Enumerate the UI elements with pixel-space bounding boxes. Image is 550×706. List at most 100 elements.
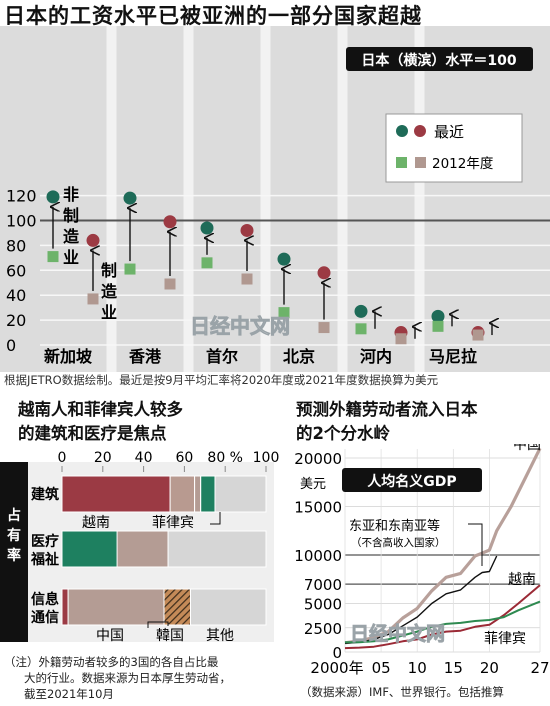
nonmfg-recent-dot <box>123 191 137 205</box>
group-separator <box>337 26 348 372</box>
category-label: 马尼拉 <box>429 347 477 366</box>
industry-x-tick: 0 <box>58 450 67 466</box>
gdp-unit-label: 美元 <box>300 477 326 492</box>
industry-x-tick: 40 <box>135 450 153 466</box>
industry-bar-segment <box>194 475 202 513</box>
reference-badge <box>346 47 533 71</box>
industry-x-tick: 60 <box>175 450 193 466</box>
group-leader-line <box>468 523 483 566</box>
y-tick-label: 80 <box>6 236 26 255</box>
category-label: 首尔 <box>206 347 238 366</box>
industry-bar-segment <box>61 588 69 626</box>
gdp-watermark: 日经中文网 <box>350 622 445 645</box>
group-separator <box>260 26 271 372</box>
group-separator <box>414 26 425 372</box>
industry-chart-title: 越南人和菲律宾人较多 的建筑和医疗是焦点 <box>18 398 183 446</box>
gdp-series-line <box>345 600 541 644</box>
legend-recent-mfg-dot <box>414 125 426 137</box>
industry-x-tick: 80 % <box>207 450 243 466</box>
industry-title-line2: 的建筑和医疗是焦点 <box>18 424 167 443</box>
group-sublabel: （不含高收入国家） <box>351 536 446 549</box>
mfg-2012-square <box>241 273 253 285</box>
gdp-y-tick: 2500 <box>304 620 342 638</box>
industry-category-label: 福祉 <box>30 551 59 568</box>
nonmfg-2012-square <box>355 323 367 335</box>
industry-bar-segment <box>112 530 169 568</box>
legend-recent-nonmfg-dot <box>396 125 408 137</box>
legend-2012-label: 2012年度 <box>432 156 493 172</box>
share-side-label: 占有率 <box>7 507 21 564</box>
industry-bar-segment <box>61 475 171 513</box>
gdp-y-tick: 20000 <box>294 450 342 468</box>
gdp-x-tick: 2000年 <box>310 659 363 677</box>
legend-2012-mfg-square <box>415 157 426 168</box>
industry-note: （注）外籍劳动者较多的3国的各自占比最 大的行业。数据来源为日本厚生劳动省， 截… <box>4 654 231 702</box>
y-tick-label: 100 <box>6 212 37 231</box>
nonmfg-2012-square <box>432 320 444 332</box>
mfg-2012-square <box>472 329 484 341</box>
gdp-x-tick: 10 <box>408 659 427 677</box>
gdp-box <box>342 468 482 492</box>
share-side-bar <box>0 462 28 642</box>
industry-series-label: 韓国 <box>156 628 184 644</box>
industry-category-label: 建筑 <box>31 486 59 503</box>
nonmfg-2012-square <box>201 257 213 269</box>
category-label: 河内 <box>360 347 392 366</box>
legend-box <box>385 113 523 183</box>
industry-series-label: 中国 <box>96 628 124 644</box>
industry-series-label: 菲律宾 <box>152 515 194 531</box>
gdp-y-tick: 5000 <box>304 596 342 614</box>
industry-x-tick: 100 <box>253 450 280 466</box>
watermark: 日经中文网 <box>190 314 290 338</box>
category-label: 新加坡 <box>44 347 93 366</box>
industry-series-label: 越南 <box>82 515 110 531</box>
gdp-series-line <box>344 447 542 645</box>
industry-category-label: 通信 <box>31 609 59 626</box>
gdp-y-tick: 15000 <box>294 499 342 517</box>
y-tick-label: 60 <box>6 261 26 280</box>
main-title: 日本的工资水平已被亚洲的一部分国家超越 <box>4 4 422 28</box>
y-tick-label: 120 <box>6 187 37 206</box>
nonmfg-recent-dot <box>354 304 368 318</box>
category-label: 香港 <box>128 347 162 366</box>
y-tick-label: 0 <box>6 336 16 355</box>
mfg-recent-dot <box>163 215 177 229</box>
note-line3: 截至2021年10月 <box>24 687 114 701</box>
industry-bar-highlight <box>200 475 216 513</box>
legend-2012-nonmfg-square <box>396 157 407 168</box>
y-tick-label: 20 <box>6 311 26 330</box>
gdp-series-label: 菲律宾 <box>484 631 526 647</box>
gdp-title-line2: 的2个分水岭 <box>296 424 390 443</box>
gdp-x-tick: 05 <box>372 659 391 677</box>
nonmfg-annotation: 非制造业 <box>63 185 80 267</box>
industry-bar-segment <box>67 588 165 626</box>
mfg-2012-square <box>87 293 99 305</box>
group-separator <box>106 26 117 372</box>
industry-bar-segment <box>190 588 267 626</box>
mfg-recent-dot <box>240 223 254 237</box>
mfg-2012-square <box>318 322 330 334</box>
mfg-recent-dot <box>317 266 331 280</box>
industry-category-label: 信息 <box>31 591 59 608</box>
nonmfg-2012-square <box>47 251 59 263</box>
industry-bar-highlight <box>61 530 118 568</box>
mfg-2012-square <box>395 333 407 345</box>
series-leader-line <box>147 621 169 628</box>
note-line1: （注）外籍劳动者较多的3国的各自占比最 <box>4 655 219 669</box>
wage-dot-chart: 新加坡 香港 首尔 北京 河内 马尼拉 0 20 40 60 80 100 120 日本（横滨）水平＝… <box>0 26 550 372</box>
group-separator <box>183 26 194 372</box>
mfg-recent-dot <box>86 233 100 247</box>
series-leader-line <box>210 512 221 525</box>
industry-bar-segment <box>167 530 267 568</box>
gdp-title-line1: 预测外籍劳动者流入日本 <box>296 400 478 419</box>
gdp-box-label: 人均名义GDP <box>367 473 456 490</box>
nonmfg-recent-dot <box>431 309 445 323</box>
gdp-chart-title: 预测外籍劳动者流入日本 的2个分水岭 <box>296 398 478 446</box>
gdp-series-label: 越南 <box>508 572 536 588</box>
industry-x-tick: 20 <box>94 450 112 466</box>
nonmfg-recent-dot <box>200 221 214 235</box>
gdp-line-chart: 0 2500 5000 7000 10000 15000 20000 2000年 05 10 15… <box>294 444 549 677</box>
category-label: 北京 <box>283 347 315 366</box>
industry-bar-segment <box>169 475 196 513</box>
